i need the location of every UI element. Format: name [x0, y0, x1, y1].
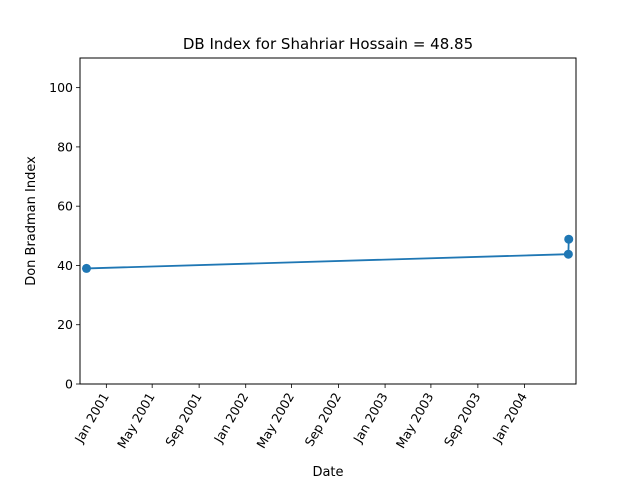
data-point	[81, 263, 91, 273]
y-tick-label: 100	[49, 80, 73, 95]
y-tick-label: 60	[57, 199, 73, 214]
y-tick-label: 20	[57, 317, 73, 332]
data-point	[564, 234, 574, 244]
y-tick-label: 40	[57, 258, 73, 273]
chart-title: DB Index for Shahriar Hossain = 48.85	[183, 35, 473, 53]
y-tick-label: 80	[57, 139, 73, 154]
data-point	[563, 249, 573, 259]
y-tick-label: 0	[65, 377, 73, 392]
x-axis-title: Date	[312, 465, 343, 480]
axes-frame	[79, 57, 577, 385]
y-axis-title: Don Bradman Index	[24, 156, 39, 286]
